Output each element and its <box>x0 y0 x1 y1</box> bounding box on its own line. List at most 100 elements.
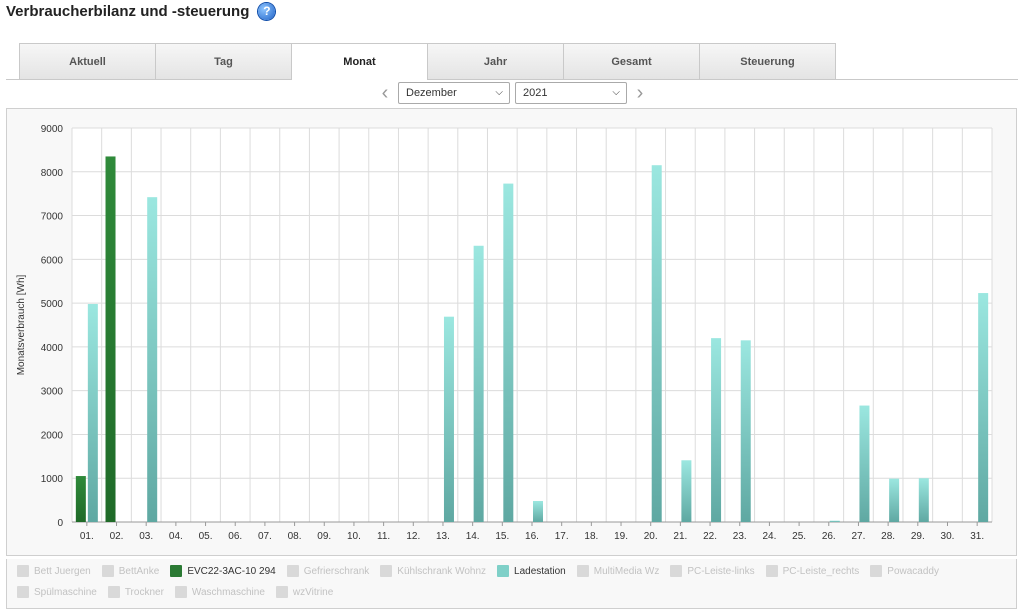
legend-label: Waschmaschine <box>191 586 265 598</box>
x-tick-label: 02. <box>110 531 124 542</box>
bar <box>918 478 929 522</box>
legend-label: Trockner <box>124 586 164 598</box>
bar <box>889 478 900 522</box>
x-tick-label: 07. <box>258 531 272 542</box>
legend-item[interactable]: Gefrierschrank <box>286 565 369 577</box>
legend-swatch <box>275 586 288 598</box>
x-tick-label: 26. <box>822 531 836 542</box>
legend-item[interactable]: Bett Juergen <box>17 565 91 577</box>
bar <box>711 338 722 522</box>
x-tick-label: 25. <box>792 531 806 542</box>
legend-swatch <box>380 565 393 577</box>
x-tick-label: 16. <box>525 531 539 542</box>
bar <box>503 183 514 522</box>
legend-item[interactable]: wzVitrine <box>275 586 334 598</box>
x-tick-label: 31. <box>970 531 984 542</box>
bar <box>147 197 158 522</box>
tab-monat[interactable]: Monat <box>291 43 428 80</box>
bar <box>859 405 870 522</box>
x-tick-label: 01. <box>80 531 94 542</box>
chevron-down-icon: ⌵ <box>612 87 620 98</box>
legend-row-1: Bett Juergen BettAnke EVC22-3AC-10 294 Gefr… <box>17 565 950 577</box>
legend-item[interactable]: Kühlschrank Wohnz <box>380 565 486 577</box>
y-tick-label: 1000 <box>41 474 64 485</box>
legend-item[interactable]: PC-Leiste_rechts <box>765 565 860 577</box>
y-tick-label: 9000 <box>41 124 64 135</box>
y-tick-label: 3000 <box>41 387 64 398</box>
legend-item[interactable]: Spülmaschine <box>17 586 97 598</box>
plot-area <box>72 128 992 522</box>
legend-swatch <box>497 565 510 577</box>
x-tick-label: 27. <box>851 531 865 542</box>
legend-label: wzVitrine <box>292 586 334 598</box>
x-tick-label: 06. <box>228 531 242 542</box>
legend-label: EVC22-3AC-10 294 <box>187 565 276 577</box>
legend-label: Kühlschrank Wohnz <box>397 565 487 577</box>
month-select-value: Dezember <box>406 87 457 99</box>
legend-item[interactable]: Trockner <box>107 586 164 598</box>
help-icon[interactable]: ? <box>258 2 276 20</box>
legend-item[interactable]: Waschmaschine <box>174 586 265 598</box>
legend-item[interactable]: BettAnke <box>101 565 160 577</box>
legend-label: Bett Juergen <box>34 565 91 577</box>
legend-swatch <box>101 565 114 577</box>
bar <box>533 500 543 522</box>
x-tick-label: 10. <box>347 531 361 542</box>
legend-label: PC-Leiste_rechts <box>782 565 860 577</box>
legend-item[interactable]: EVC22-3AC-10 294 <box>170 565 276 577</box>
x-tick-label: 09. <box>317 531 331 542</box>
x-tick-label: 23. <box>733 531 747 542</box>
bar <box>443 316 454 522</box>
x-tick-label: 20. <box>644 531 658 542</box>
legend-swatch <box>174 586 187 598</box>
y-tick-label: 4000 <box>41 343 64 354</box>
prev-month-icon[interactable]: ‹ <box>381 82 389 104</box>
legend-swatch <box>765 565 778 577</box>
x-tick-label: 17. <box>555 531 569 542</box>
legend-label: BettAnke <box>118 565 160 577</box>
monthly-consumption-chart: 0 1000 2000 3000 4000 5000 6000 7000 8000 9000 01.… <box>16 124 993 542</box>
y-tick-label: 0 <box>57 518 63 529</box>
legend-row-2: Spülmaschine Trockner Waschmaschine wzVitri… <box>17 586 344 598</box>
legend-label: Powacaddy <box>887 565 939 577</box>
bar <box>681 460 692 522</box>
x-tick-label: 14. <box>466 531 480 542</box>
x-tick-label: 24. <box>762 531 776 542</box>
legend: Bett Juergen BettAnke EVC22-3AC-10 294 Gefr… <box>6 559 1017 609</box>
tab-tag[interactable]: Tag <box>155 43 292 79</box>
legend-swatch <box>17 565 29 577</box>
legend-swatch <box>170 565 183 577</box>
next-month-icon[interactable]: › <box>636 82 644 104</box>
legend-swatch <box>107 586 120 598</box>
tab-steuerung[interactable]: Steuerung <box>699 43 836 79</box>
page-title: Verbraucherbilanz und -steuerung ? <box>6 0 276 22</box>
x-tick-label: 19. <box>614 531 628 542</box>
legend-item[interactable]: MultiMedia Wz <box>576 565 659 577</box>
x-tick-label: 13. <box>436 531 450 542</box>
x-tick-label: 29. <box>911 531 925 542</box>
page-title-text: Verbraucherbilanz und -steuerung <box>6 2 250 20</box>
x-tick-label: 21. <box>673 531 687 542</box>
legend-label: PC-Leiste-links <box>687 565 755 577</box>
x-tick-label: 12. <box>406 531 420 542</box>
bar <box>87 303 98 522</box>
legend-swatch <box>870 565 883 577</box>
tab-gesamt[interactable]: Gesamt <box>563 43 700 79</box>
legend-item[interactable]: PC-Leiste-links <box>670 565 755 577</box>
chevron-down-icon: ⌵ <box>495 87 503 98</box>
bar <box>651 165 662 522</box>
legend-swatch <box>576 565 589 577</box>
month-select[interactable]: Dezember ⌵ <box>398 82 510 104</box>
tab-jahr[interactable]: Jahr <box>427 43 564 79</box>
x-tick-label: 11. <box>377 531 390 542</box>
x-tick-label: 08. <box>288 531 302 542</box>
year-select[interactable]: 2021 ⌵ <box>515 82 627 104</box>
legend-item[interactable]: Powacaddy <box>870 565 939 577</box>
bar <box>473 245 484 523</box>
legend-item[interactable]: Ladestation <box>497 565 566 577</box>
legend-label: Ladestation <box>514 565 566 577</box>
tab-aktuell[interactable]: Aktuell <box>19 43 156 79</box>
y-tick-label: 2000 <box>41 430 64 441</box>
x-tick-label: 04. <box>169 531 183 542</box>
x-tick-label: 15. <box>495 531 509 542</box>
